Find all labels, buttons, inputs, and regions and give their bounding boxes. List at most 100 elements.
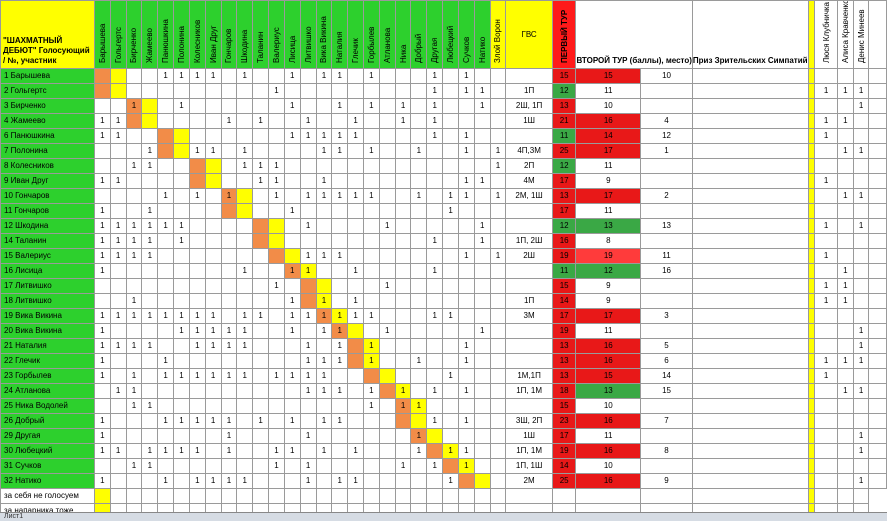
extra-vote-cell[interactable] [852, 368, 870, 384]
vote-cell[interactable]: 1 [173, 443, 190, 459]
vote-cell[interactable]: 1 [236, 323, 254, 339]
vote-cell[interactable] [457, 218, 475, 234]
vote-cell[interactable] [173, 158, 190, 174]
vote-cell[interactable] [173, 263, 190, 279]
vote-cell[interactable] [315, 428, 333, 444]
vote-cell[interactable] [173, 488, 190, 504]
vote-cell[interactable]: 1 [93, 413, 111, 429]
tour2-score[interactable]: 11 [575, 428, 642, 444]
vote-cell[interactable]: 1 [473, 323, 491, 339]
vote-cell[interactable]: 1 [188, 443, 206, 459]
vote-cell[interactable] [109, 158, 127, 174]
vote-cell[interactable] [220, 203, 238, 219]
vote-cell[interactable] [442, 338, 459, 354]
vote-cell[interactable] [362, 113, 380, 129]
vote-cell[interactable] [252, 98, 270, 114]
tour2-score[interactable]: 9 [575, 173, 642, 189]
participant-name[interactable]: 2 Гольгертс [0, 83, 95, 99]
gvs-cell[interactable]: 1П, 1М [505, 443, 553, 459]
vote-cell[interactable] [331, 203, 349, 219]
vote-cell[interactable] [410, 113, 428, 129]
vote-cell[interactable] [141, 473, 159, 489]
vote-cell[interactable]: 1 [315, 248, 333, 264]
vote-cell[interactable] [378, 368, 396, 384]
vote-cell[interactable] [426, 473, 444, 489]
extra-vote-cell[interactable] [814, 308, 839, 324]
vote-cell[interactable] [489, 398, 507, 414]
vote-cell[interactable]: 1 [283, 368, 301, 384]
vote-cell[interactable]: 1 [93, 308, 111, 324]
vote-cell[interactable]: 1 [442, 368, 459, 384]
vote-cell[interactable] [473, 158, 491, 174]
vote-cell[interactable] [378, 443, 396, 459]
extra-vote-cell[interactable] [814, 263, 839, 279]
vote-cell[interactable]: 1 [315, 413, 333, 429]
vote-cell[interactable]: 1 [331, 473, 349, 489]
participant-name[interactable]: 20 Вика Викина [0, 323, 95, 339]
participant-name[interactable]: 22 Глечик [0, 353, 95, 369]
vote-cell[interactable] [457, 98, 475, 114]
vote-cell[interactable] [252, 488, 270, 504]
vote-cell[interactable]: 1 [109, 338, 127, 354]
vote-cell[interactable] [268, 203, 285, 219]
vote-cell[interactable] [410, 128, 428, 144]
vote-cell[interactable] [442, 143, 459, 159]
vote-cell[interactable] [410, 218, 428, 234]
vote-cell[interactable]: 1 [299, 338, 317, 354]
vote-cell[interactable] [331, 278, 349, 294]
vote-cell[interactable] [236, 173, 254, 189]
vote-cell[interactable]: 1 [299, 383, 317, 399]
vote-cell[interactable] [378, 428, 396, 444]
extra-vote-cell[interactable]: 1 [814, 248, 839, 264]
vote-cell[interactable] [410, 83, 428, 99]
vote-cell[interactable] [489, 98, 507, 114]
vote-cell[interactable] [204, 203, 222, 219]
vote-cell[interactable] [362, 158, 380, 174]
vote-cell[interactable]: 1 [125, 398, 143, 414]
vote-cell[interactable] [378, 413, 396, 429]
vote-cell[interactable] [331, 158, 349, 174]
participant-name[interactable]: 30 Любецкий [0, 443, 95, 459]
voter-header-17[interactable]: Горбылев [362, 0, 380, 69]
vote-cell[interactable]: 1 [457, 188, 475, 204]
vote-cell[interactable]: 1 [410, 398, 428, 414]
gvs-cell[interactable]: 3Ш, 2П [505, 413, 553, 429]
vote-cell[interactable] [283, 458, 301, 474]
extra-vote-cell[interactable] [852, 293, 870, 309]
extra-vote-cell[interactable] [852, 158, 870, 174]
participant-name[interactable]: 24 Атланова [0, 383, 95, 399]
vote-cell[interactable] [283, 188, 301, 204]
vote-cell[interactable]: 1 [473, 83, 491, 99]
vote-cell[interactable] [268, 98, 285, 114]
vote-cell[interactable]: 1 [378, 323, 396, 339]
vote-cell[interactable]: 1 [125, 293, 143, 309]
vote-cell[interactable] [188, 263, 206, 279]
gvs-cell[interactable]: 1П [505, 83, 553, 99]
vote-cell[interactable] [347, 398, 364, 414]
vote-cell[interactable] [410, 488, 428, 504]
vote-cell[interactable] [362, 83, 380, 99]
vote-cell[interactable] [442, 98, 459, 114]
voter-header-8[interactable]: Гончаров [220, 0, 238, 69]
vote-cell[interactable]: 1 [299, 128, 317, 144]
vote-cell[interactable] [220, 143, 238, 159]
vote-cell[interactable] [442, 248, 459, 264]
vote-cell[interactable] [109, 428, 127, 444]
vote-cell[interactable] [378, 458, 396, 474]
vote-cell[interactable] [109, 488, 127, 504]
vote-cell[interactable] [109, 458, 127, 474]
vote-cell[interactable] [109, 323, 127, 339]
vote-cell[interactable] [378, 173, 396, 189]
tour2-score[interactable]: 12 [575, 263, 642, 279]
vote-cell[interactable] [473, 353, 491, 369]
vote-cell[interactable] [188, 488, 206, 504]
vote-cell[interactable]: 1 [489, 143, 507, 159]
vote-cell[interactable] [362, 203, 380, 219]
vote-cell[interactable] [157, 98, 175, 114]
vote-cell[interactable]: 1 [331, 413, 349, 429]
vote-cell[interactable] [188, 173, 206, 189]
vote-cell[interactable] [93, 158, 111, 174]
vote-cell[interactable] [442, 263, 459, 279]
vote-cell[interactable]: 1 [362, 143, 380, 159]
vote-cell[interactable]: 1 [442, 308, 459, 324]
